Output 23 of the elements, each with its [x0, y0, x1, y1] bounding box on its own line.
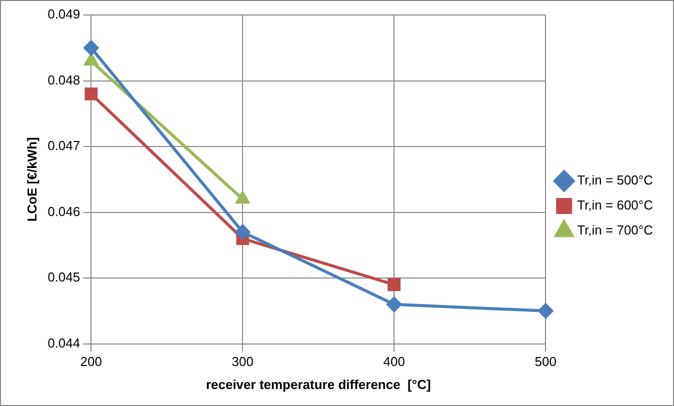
y-tick-label: 0.044 [48, 335, 80, 350]
y-axis-title: LCoE [€/kWh] [24, 137, 40, 222]
x-tick-label: 500 [534, 354, 556, 370]
point [84, 87, 98, 100]
y-tick-label: 0.049 [48, 6, 80, 22]
y-tick-label: 0.046 [48, 204, 80, 219]
legend-label: Tr,in = 600°C [577, 198, 654, 213]
x-axis-title: receiver temperature difference [°C] [206, 376, 431, 392]
legend-label: Tr,in = 500°C [577, 172, 654, 188]
point [235, 224, 250, 240]
point [84, 40, 99, 56]
y-tick-label: 0.045 [48, 270, 80, 285]
point [388, 278, 401, 292]
point [236, 192, 250, 204]
y-tick-label: 0.048 [48, 72, 80, 88]
point [538, 303, 554, 318]
x-tick-label: 300 [232, 354, 254, 370]
point [386, 296, 402, 312]
point [84, 54, 98, 66]
x-tick-label: 200 [80, 354, 102, 370]
x-tick-label: 400 [383, 354, 405, 370]
legend-label: Tr,in = 700°C [577, 222, 654, 238]
y-tick-label: 0.047 [48, 138, 80, 154]
